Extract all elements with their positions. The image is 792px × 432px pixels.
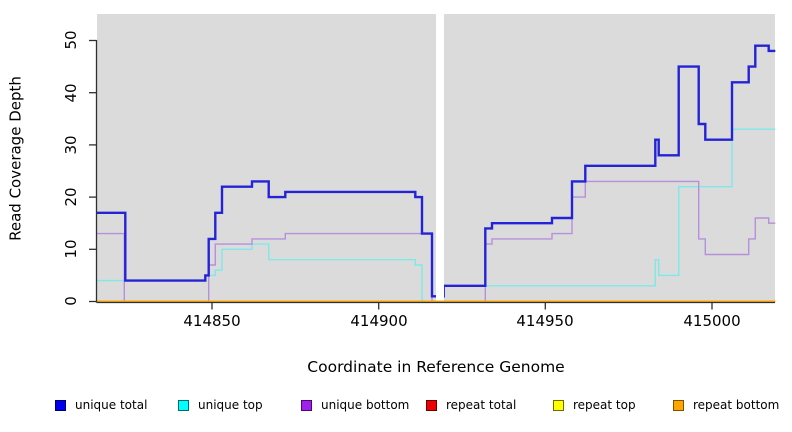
legend-item-repeat-total: repeat total [426,398,516,413]
axes-lines [89,39,775,310]
legend-label: repeat bottom [693,398,780,412]
unique-bottom-swatch-icon [301,400,312,411]
legend-item-repeat-top: repeat top [553,398,636,413]
legend-item-unique-bottom: unique bottom [301,398,409,413]
repeat-bottom-swatch-icon [673,400,684,411]
legend-label: repeat total [446,398,517,412]
legend-item-repeat-bottom: repeat bottom [673,398,779,413]
unique-top-swatch-icon [178,400,189,411]
repeat-top-swatch-icon [553,400,564,411]
series-unique-total [97,44,776,298]
no-data-gap [436,14,444,303]
unique-series-group [97,44,776,303]
y-tick-label-0: 0 [62,296,80,306]
y-tick-label-10: 10 [62,239,80,259]
legend-item-unique-top: unique top [178,398,263,413]
legend-label: repeat top [573,398,636,412]
legend-label: unique top [198,398,263,412]
legend-label: unique total [75,398,148,412]
legend-label: unique bottom [321,398,410,412]
series-unique-bottom [97,180,776,303]
y-tick-label-30: 30 [62,135,80,155]
x-tick-label-414950: 414950 [516,312,574,330]
y-tick-label-50: 50 [62,30,80,50]
legend-item-unique-total: unique total [55,398,147,413]
x-tick-label-414900: 414900 [350,312,408,330]
series-unique-top [97,128,776,303]
x-axis-title: Coordinate in Reference Genome [307,358,565,376]
repeat-total-swatch-icon [426,400,437,411]
x-tick-label-414850: 414850 [183,312,241,330]
unique-total-swatch-icon [55,400,66,411]
y-axis-title: Read Coverage Depth [6,76,25,241]
x-tick-label-415000: 415000 [683,312,741,330]
y-tick-label-20: 20 [62,187,80,207]
y-tick-label-40: 40 [62,83,80,103]
